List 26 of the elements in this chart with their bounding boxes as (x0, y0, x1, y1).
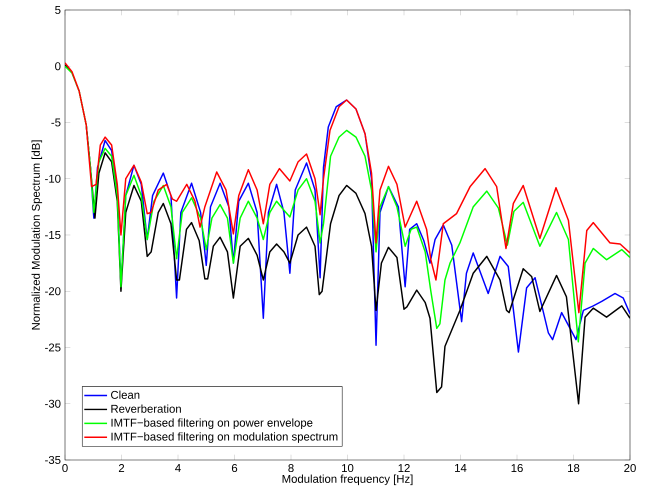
y-tick-label: -5 (51, 118, 60, 126)
x-tick-label: 8 (288, 464, 294, 472)
y-tick-label: 5 (55, 6, 60, 14)
x-axis-title: Modulation frequency [Hz] (282, 474, 412, 486)
x-tick-label: 20 (624, 464, 636, 472)
legend-label: IMTF−based filtering on power envelope (112, 418, 312, 429)
y-tick-label: -35 (45, 456, 60, 464)
x-tick-label: 4 (175, 464, 181, 472)
y-tick-label: -15 (45, 231, 60, 239)
y-tick-label: 0 (55, 62, 61, 70)
legend-label: IMTF−based filtering on modulation spectrum (112, 432, 338, 443)
x-tick-label: 18 (568, 464, 580, 472)
x-tick-label: 0 (62, 464, 68, 472)
y-tick-label: -20 (45, 287, 61, 296)
x-tick-label: 2 (118, 464, 124, 472)
x-tick-label: 12 (398, 464, 410, 472)
y-tick-label: -30 (45, 400, 61, 408)
x-tick-label: 10 (342, 464, 354, 472)
y-tick-label: -25 (45, 343, 60, 352)
x-tick-label: 6 (232, 464, 238, 472)
y-tick-label: -10 (45, 174, 61, 183)
x-tick-label: 14 (455, 464, 466, 472)
legend-label: Clean (111, 390, 140, 399)
y-axis-title: Normalized Modulation Spectrum [dB] (32, 140, 42, 330)
x-tick-label: 16 (512, 464, 523, 472)
legend-label: Reverberation (111, 404, 181, 413)
